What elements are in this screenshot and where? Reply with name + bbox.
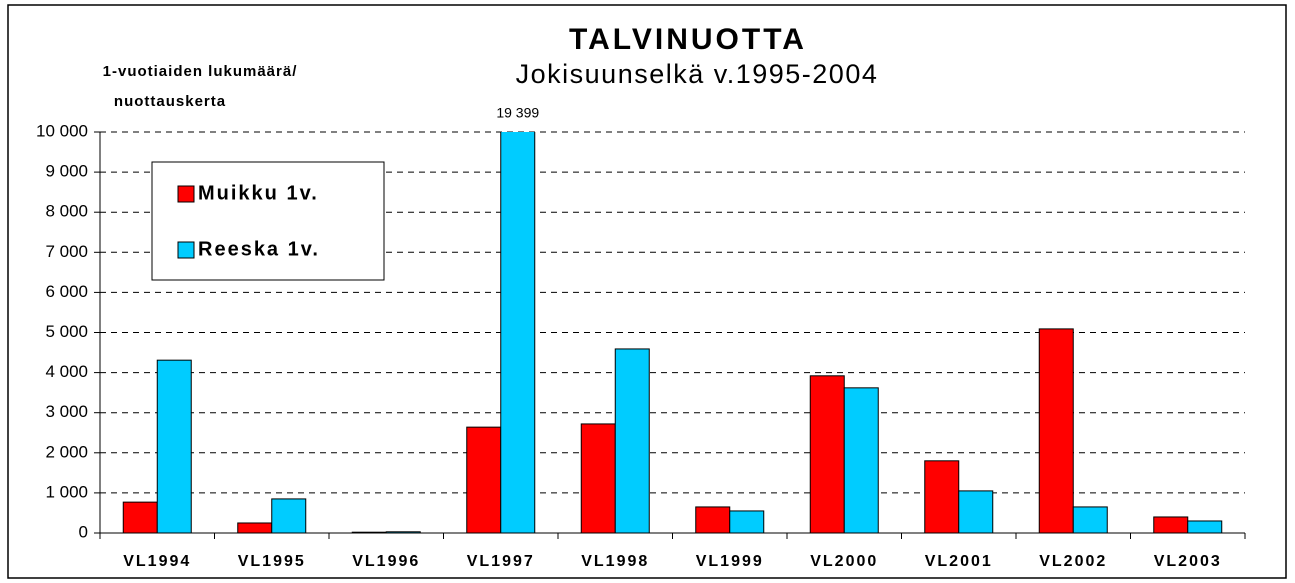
- bar: [237, 522, 273, 534]
- y-tick-label: 2 000: [45, 442, 88, 461]
- x-tick-label: VL1994: [123, 553, 191, 570]
- y-axis-label: nuottauskerta: [114, 93, 226, 110]
- y-tick-label: 7 000: [45, 242, 88, 261]
- x-tick-label: VL2000: [810, 553, 878, 570]
- y-tick-label: 9 000: [45, 162, 88, 181]
- bar: [500, 132, 536, 534]
- chart-subtitle: Jokisuunselkä v.1995-2004: [516, 59, 879, 89]
- legend-box: [151, 161, 385, 281]
- bar: [580, 423, 616, 534]
- y-tick-label: 3 000: [45, 402, 88, 421]
- x-tick-label: VL1997: [467, 553, 535, 570]
- bar: [122, 501, 158, 534]
- y-tick-label: 0: [79, 522, 88, 541]
- bar: [695, 506, 731, 534]
- x-tick-label: VL2003: [1154, 553, 1222, 570]
- x-tick-label: VL1996: [352, 553, 420, 570]
- bar: [924, 460, 960, 534]
- bar: [156, 359, 192, 534]
- x-tick-label: VL2001: [925, 553, 993, 570]
- legend-swatch: [177, 185, 195, 203]
- bar: [809, 375, 845, 534]
- x-tick-label: VL1998: [581, 553, 649, 570]
- bar: [843, 387, 879, 534]
- chart-title: TALVINUOTTA: [569, 23, 807, 56]
- legend-label: Muikku 1v.: [198, 182, 319, 204]
- bar: [1153, 516, 1189, 534]
- legend-label: Reeska 1v.: [198, 238, 320, 260]
- y-tick-label: 4 000: [45, 362, 88, 381]
- y-tick-label: 5 000: [45, 322, 88, 341]
- legend-swatch: [177, 241, 195, 259]
- bar: [1038, 328, 1074, 534]
- bar: [729, 510, 765, 534]
- y-tick-label: 6 000: [45, 282, 88, 301]
- bar: [1072, 506, 1108, 534]
- y-tick-label: 10 000: [36, 121, 88, 140]
- x-tick-label: VL2002: [1039, 553, 1107, 570]
- y-axis-label: 1-vuotiaiden lukumäärä/: [103, 63, 298, 80]
- plot-bars: [122, 132, 1223, 534]
- data-label: 19 399: [496, 105, 539, 121]
- bar: [614, 348, 650, 534]
- x-tick-label: VL1999: [696, 553, 764, 570]
- bar: [958, 490, 994, 534]
- x-tick-label: VL1995: [238, 553, 306, 570]
- bar: [271, 498, 307, 534]
- y-tick-label: 8 000: [45, 202, 88, 221]
- y-tick-label: 1 000: [45, 482, 88, 501]
- bar: [466, 426, 502, 534]
- bar: [1187, 520, 1223, 534]
